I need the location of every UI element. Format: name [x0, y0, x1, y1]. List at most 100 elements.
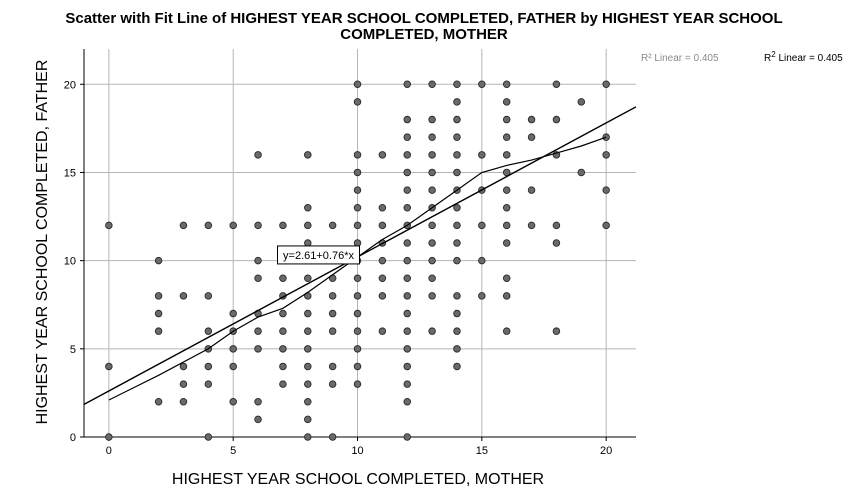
data-point	[304, 203, 312, 212]
data-point	[179, 380, 188, 388]
data-point	[353, 362, 362, 371]
x-tick-label-0: 0	[106, 445, 112, 457]
data-point	[403, 168, 411, 177]
axes	[83, 49, 636, 438]
data-point	[304, 433, 312, 441]
data-point	[179, 292, 188, 300]
data-point	[353, 80, 362, 89]
data-point	[428, 168, 436, 177]
data-point	[179, 221, 188, 230]
data-point	[353, 239, 362, 247]
data-point	[304, 397, 312, 406]
loess-fit-line	[108, 136, 607, 401]
data-point	[453, 239, 461, 247]
data-point	[254, 151, 262, 159]
data-point	[502, 80, 511, 89]
data-point	[328, 362, 337, 371]
data-point	[353, 186, 362, 194]
data-point	[428, 221, 436, 230]
data-point	[229, 221, 237, 230]
data-point	[378, 203, 387, 212]
data-point	[328, 221, 337, 230]
legend-label: R2 Linear = 0.405	[764, 50, 843, 64]
data-point	[279, 309, 287, 318]
data-point	[353, 221, 362, 230]
legend-label-suffix: Linear = 0.405	[776, 53, 843, 64]
data-point	[453, 203, 461, 212]
data-point	[428, 327, 436, 335]
data-point	[502, 151, 511, 159]
data-point	[353, 151, 362, 159]
tick-labels: 0 5 10 15 20 0 5 10 15 20	[64, 79, 613, 457]
data-point	[105, 221, 113, 230]
data-point	[602, 80, 610, 89]
data-point	[328, 433, 337, 441]
data-point	[378, 274, 387, 283]
y-tick-label-0: 0	[70, 432, 76, 444]
data-point	[378, 327, 387, 335]
data-point	[353, 98, 362, 106]
data-point	[428, 133, 436, 141]
data-point	[453, 115, 461, 124]
data-point	[204, 380, 213, 388]
data-point	[304, 239, 312, 247]
data-point	[428, 151, 436, 159]
data-point	[229, 345, 237, 353]
data-point	[403, 133, 411, 141]
data-point	[403, 397, 411, 406]
data-point	[378, 256, 387, 265]
data-point	[304, 380, 312, 388]
data-point	[502, 133, 511, 141]
data-point	[502, 327, 511, 335]
data-point	[328, 380, 337, 388]
data-point	[502, 186, 511, 194]
data-point	[105, 362, 113, 371]
data-point	[403, 203, 411, 212]
data-point	[179, 362, 188, 371]
data-point	[552, 327, 561, 335]
data-point	[502, 203, 511, 212]
data-point	[552, 239, 561, 247]
data-point	[279, 274, 287, 283]
data-point	[403, 256, 411, 265]
data-point	[453, 221, 461, 230]
data-point	[552, 80, 561, 89]
x-tick-label-10: 10	[351, 445, 363, 457]
y-axis-label: HIGHEST YEAR SCHOOL COMPLETED, FATHER	[34, 60, 51, 425]
data-point	[279, 362, 287, 371]
data-point	[304, 415, 312, 424]
data-point	[403, 292, 411, 300]
data-point	[478, 256, 486, 265]
data-point	[154, 292, 163, 300]
data-point	[304, 221, 312, 230]
data-point	[453, 133, 461, 141]
data-point	[453, 309, 461, 318]
data-point	[453, 98, 461, 106]
data-point	[229, 397, 237, 406]
chart-title-line-2: COMPLETED, MOTHER	[340, 26, 508, 43]
data-point	[304, 309, 312, 318]
data-point	[453, 168, 461, 177]
data-point	[204, 292, 213, 300]
data-point	[279, 221, 287, 230]
y-tick-label-20: 20	[64, 79, 76, 91]
data-point	[304, 327, 312, 335]
data-point	[353, 203, 362, 212]
equation-label-group: y=2.61+0.76*x	[277, 245, 361, 265]
data-point	[478, 292, 486, 300]
data-point	[403, 239, 411, 247]
data-point	[254, 256, 262, 265]
data-point	[229, 362, 237, 371]
data-point	[328, 327, 337, 335]
data-point	[527, 133, 536, 141]
chart-title-line-1: Scatter with Fit Line of HIGHEST YEAR SC…	[65, 10, 782, 27]
data-point	[403, 380, 411, 388]
data-point	[428, 292, 436, 300]
data-point	[254, 221, 262, 230]
data-point	[353, 168, 362, 177]
data-point	[577, 168, 586, 177]
data-point	[304, 345, 312, 353]
data-point	[254, 274, 262, 283]
data-point	[502, 115, 511, 124]
